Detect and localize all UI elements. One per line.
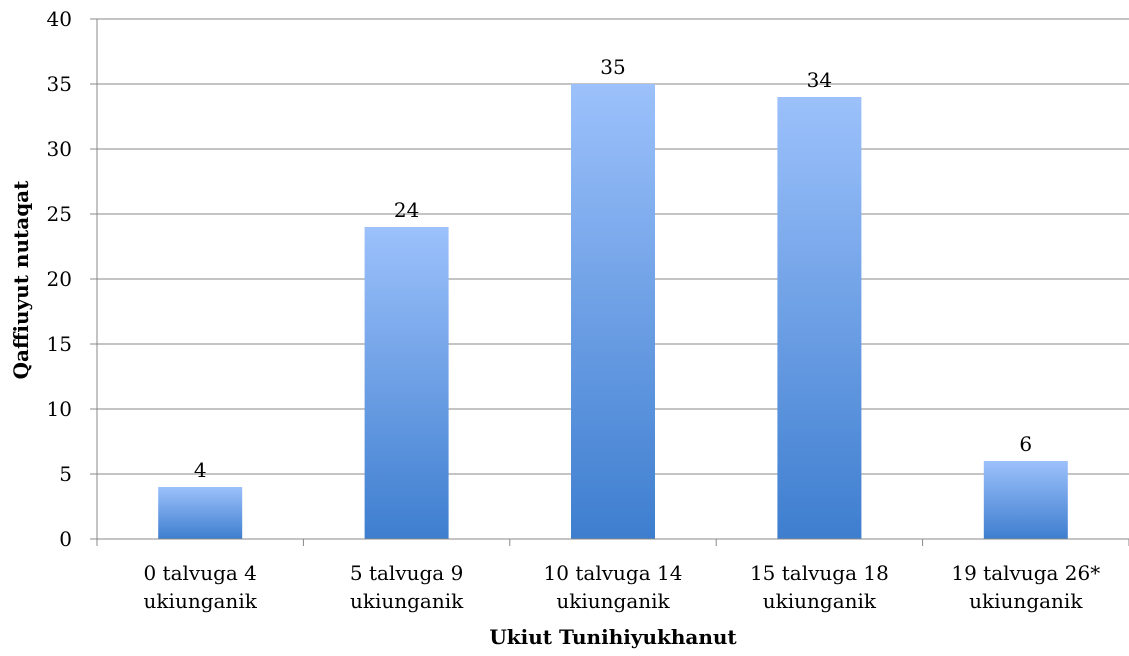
bar [571, 84, 655, 539]
data-label: 24 [394, 198, 419, 222]
data-label: 35 [600, 55, 625, 79]
y-tick-label: 20 [47, 267, 72, 291]
data-label: 6 [1019, 432, 1032, 456]
axes [96, 19, 1129, 546]
y-tick-label: 10 [47, 397, 72, 421]
data-label: 34 [807, 68, 832, 92]
x-tick-label: 0 talvuga 4 ukiunganik [143, 561, 257, 613]
x-axis-labels: 0 talvuga 4 ukiunganik 5 talvuga 9 ukiungan… [143, 561, 1100, 613]
x-axis-title: Ukiut Tunihiyukhanut [489, 625, 737, 649]
bar [983, 461, 1068, 539]
data-label: 4 [194, 458, 207, 482]
y-tick-label: 0 [59, 527, 72, 551]
x-tick-label: 5 talvuga 9 ukiunganik [350, 561, 464, 613]
bar [364, 227, 449, 539]
y-tick-label: 30 [47, 137, 72, 161]
bars: 4 24 35 34 6 [158, 55, 1068, 539]
x-tick-label: 10 talvuga 14 ukiunganik [544, 561, 683, 613]
x-tick-label: 15 talvuga 18 ukiunganik [750, 561, 889, 613]
y-tick-label: 25 [47, 202, 72, 226]
y-tick-label: 40 [47, 7, 72, 31]
bar [777, 97, 862, 539]
y-axis-ticks: 0 5 10 15 20 25 30 35 40 [47, 7, 97, 551]
y-tick-label: 15 [47, 332, 72, 356]
x-tick-label: 19 talvuga 26* ukiunganik [951, 561, 1100, 613]
bar [158, 487, 243, 539]
y-axis-title: Qaffiuyut nutaqat [9, 180, 33, 380]
y-tick-label: 35 [47, 72, 72, 96]
y-tick-label: 5 [59, 462, 72, 486]
